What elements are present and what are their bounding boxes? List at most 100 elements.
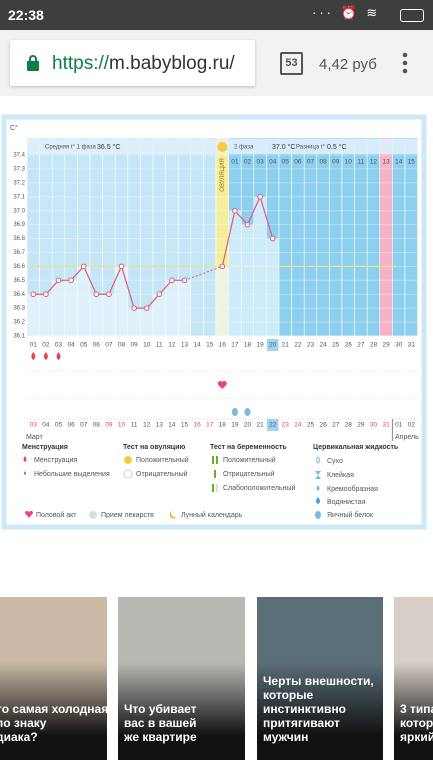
day-label: 26 <box>345 342 353 349</box>
day-label: 29 <box>382 342 390 349</box>
article-card[interactable]: Черты внешности, которые инстинктивно притя… <box>257 597 383 760</box>
temperature-fill <box>65 280 78 336</box>
date-label: 20 <box>244 422 252 429</box>
day-label: 09 <box>130 342 138 349</box>
article-card[interactable]: то самая холодная по знаку диака? <box>0 597 107 760</box>
legend-item: Отрицательный <box>223 470 275 478</box>
status-icons: ··· ⏰ ≋ <box>312 5 381 20</box>
month-label: Март <box>26 434 44 441</box>
phase2-day: 09 <box>332 159 340 166</box>
day-column <box>341 137 355 337</box>
day-label: 13 <box>181 342 189 349</box>
temperature-fill <box>140 308 153 336</box>
month-label: Апрель <box>395 434 419 441</box>
tab-count[interactable]: 53 <box>280 52 303 75</box>
article-title: Черты внешности, которые инстинктивно притя… <box>263 674 379 744</box>
phase2-day: 14 <box>395 159 403 166</box>
title-line: яркий <box>400 730 433 744</box>
title-line: то самая холодная <box>0 702 107 716</box>
title-line: вас в вашей <box>124 716 197 730</box>
date-label: 03 <box>30 422 38 429</box>
day-label: 14 <box>193 342 201 349</box>
temperature-fill <box>216 266 229 336</box>
browser-toolbar: https://m.babyblog.ru/ 53 4,42 руб <box>0 30 433 96</box>
phase2-day: 06 <box>294 159 302 166</box>
day-column <box>278 137 292 337</box>
menu-button[interactable] <box>401 52 409 76</box>
y-tick-label: 37.2 <box>13 180 25 186</box>
date-highlight <box>266 419 279 431</box>
day-label: 23 <box>307 342 315 349</box>
article-card[interactable]: 3 типакоторыеяркий <box>394 597 433 760</box>
header-text: 36.5 °C <box>97 143 120 151</box>
date-label: 10 <box>118 422 126 429</box>
y-tick-label: 37.4 <box>13 153 25 159</box>
y-tick-label: 36.7 <box>13 250 25 256</box>
temperature-point <box>131 305 137 311</box>
date-label: 16 <box>193 422 201 429</box>
date-label: 28 <box>345 422 353 429</box>
url-bar[interactable]: https://m.babyblog.ru/ <box>10 40 255 86</box>
date-label: 18 <box>219 422 227 429</box>
day-label: 22 <box>294 342 302 349</box>
temperature-fill <box>115 266 128 336</box>
day-label: 21 <box>282 342 290 349</box>
title-line: 3 типа <box>400 702 433 716</box>
cervical-marker <box>244 408 251 416</box>
day-label: 06 <box>93 342 101 349</box>
day-label: 27 <box>357 342 365 349</box>
title-line: которые <box>263 688 314 702</box>
article-card[interactable]: Что убивает вас в вашей же квартире <box>118 597 245 760</box>
date-label: 21 <box>256 422 264 429</box>
date-label: 02 <box>408 422 416 429</box>
date-label: 07 <box>80 422 88 429</box>
url-scheme: https:// <box>52 53 110 74</box>
article-title: Что убивает вас в вашей же квартире <box>124 702 241 744</box>
temperature-point <box>143 305 150 311</box>
lock-icon <box>27 55 39 71</box>
y-tick-label: 37.0 <box>13 208 25 214</box>
y-tick-label: 36.8 <box>13 236 25 242</box>
date-label: 15 <box>181 422 189 429</box>
legend-item: Водянистая <box>327 499 366 506</box>
temperature-fill <box>27 294 40 336</box>
temperature-point <box>68 277 74 284</box>
date-label: 30 <box>370 422 378 429</box>
temperature-point <box>244 221 251 228</box>
gap-connector <box>184 265 223 281</box>
legend-item: Прием лекарств <box>101 512 154 519</box>
day-label: 19 <box>256 342 264 349</box>
legend-item: Положительный <box>136 456 189 464</box>
temperature-point <box>219 263 226 270</box>
date-label: 22 <box>269 422 277 429</box>
legend-item: Слабоположительный <box>223 484 295 492</box>
day-label: 07 <box>105 342 113 349</box>
date-label: 27 <box>332 422 340 429</box>
day-column <box>329 137 343 337</box>
legend-heading: Тест на овуляцию <box>123 444 185 451</box>
day-column <box>354 137 368 337</box>
temperature-point <box>55 277 62 284</box>
date-label: 25 <box>307 422 315 429</box>
legend-item: Отрицательный <box>136 470 188 478</box>
menstruation-marker <box>56 352 61 360</box>
temperature-fill <box>266 238 279 336</box>
title-line: Черты внешности, <box>263 674 374 688</box>
y-unit: C° <box>10 124 18 132</box>
phase2-day: 04 <box>269 159 277 166</box>
temperature-fill <box>90 294 103 336</box>
date-label: 19 <box>231 422 239 429</box>
day-column <box>190 137 204 337</box>
url-host: m.babyblog.ru/ <box>109 53 235 74</box>
day-column <box>203 137 217 337</box>
day-label: 08 <box>118 342 126 349</box>
title-line: диака? <box>0 730 38 744</box>
day-label: 20 <box>269 342 277 349</box>
title-line: же квартире <box>124 730 197 744</box>
temperature-fill <box>153 294 166 336</box>
day-column <box>291 137 305 337</box>
date-label: 01 <box>395 422 403 429</box>
y-tick-label: 36.4 <box>13 292 25 298</box>
temperature-fill <box>102 294 115 336</box>
temperature-point <box>93 291 100 298</box>
